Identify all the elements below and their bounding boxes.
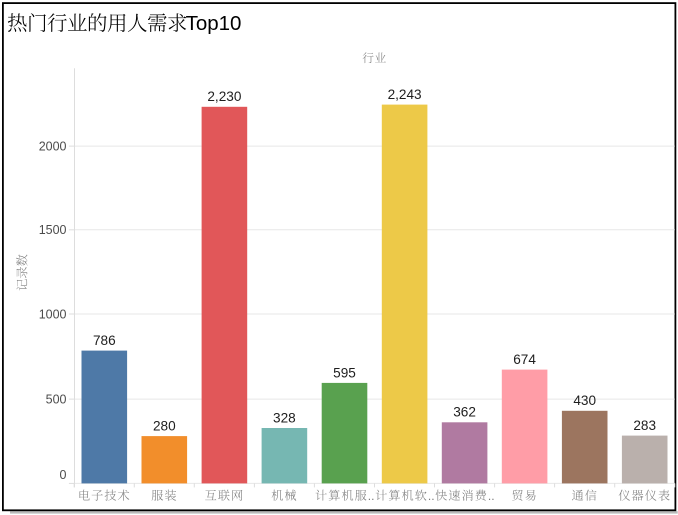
svg-text:..: ..	[368, 489, 375, 503]
svg-text:430: 430	[573, 393, 596, 408]
svg-text:595: 595	[333, 365, 356, 380]
svg-text:1500: 1500	[39, 223, 67, 237]
svg-text:..: ..	[428, 489, 435, 503]
svg-text:2,230: 2,230	[207, 89, 241, 104]
svg-text:328: 328	[273, 410, 296, 425]
svg-text:786: 786	[93, 333, 116, 348]
svg-text:1000: 1000	[39, 307, 67, 321]
svg-text:2,243: 2,243	[388, 87, 422, 102]
svg-text:280: 280	[153, 419, 176, 434]
svg-text:Top10: Top10	[186, 12, 242, 35]
svg-text:674: 674	[513, 352, 536, 367]
svg-text:283: 283	[633, 418, 656, 433]
svg-text:2000: 2000	[39, 139, 67, 153]
svg-text:0: 0	[60, 468, 67, 482]
svg-text:500: 500	[46, 393, 67, 407]
svg-text:..: ..	[488, 489, 495, 503]
svg-text:362: 362	[453, 405, 476, 420]
